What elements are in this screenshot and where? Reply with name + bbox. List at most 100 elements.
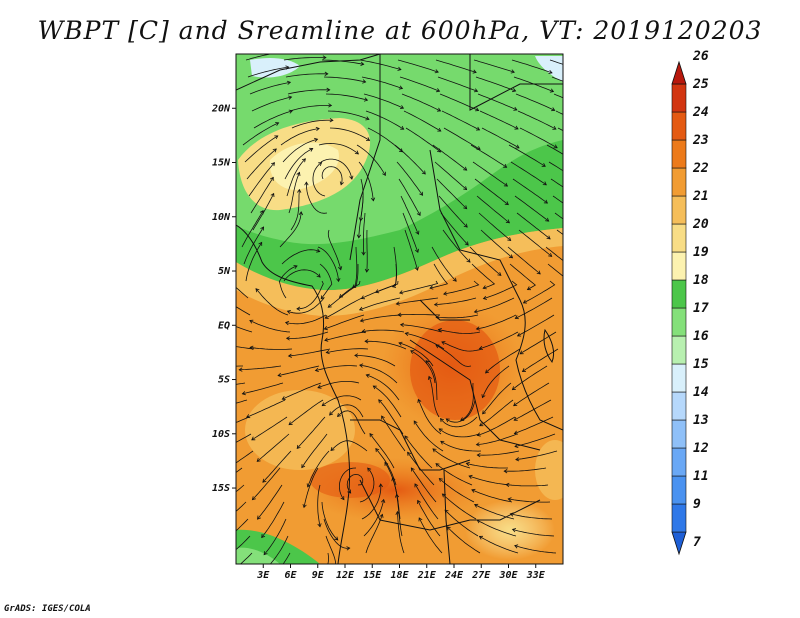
streamline <box>369 433 395 469</box>
streamline-arrow <box>365 373 370 378</box>
colorbar-swatch <box>671 139 687 169</box>
lon-tick-label: 15E <box>363 570 382 581</box>
streamline <box>397 59 439 73</box>
lon-axis: 3E 6E 9E 12E 15E 18E 21E 24E 27E 30E 33E <box>256 564 546 581</box>
colorbar-label: 7 <box>693 535 701 550</box>
streamline <box>557 127 563 132</box>
streamline-arrow <box>397 312 402 317</box>
colorbar-swatch <box>671 335 687 365</box>
colorbar-label: 9 <box>693 497 701 512</box>
streamline <box>443 280 480 295</box>
streamline <box>282 138 318 163</box>
colorbar-label: 25 <box>692 77 709 92</box>
streamline <box>289 105 332 112</box>
streamline-arrow <box>255 288 260 293</box>
streamline-arrow <box>399 290 404 295</box>
streamline-arrow <box>347 489 352 494</box>
streamline-arrow <box>504 201 509 206</box>
map-field <box>201 50 592 574</box>
streamline-arrow <box>259 210 264 215</box>
streamline <box>245 54 273 61</box>
streamline-arrow <box>284 50 287 54</box>
streamline <box>378 399 404 435</box>
streamline <box>428 376 440 418</box>
streamline <box>366 229 368 273</box>
streamline-arrow <box>414 266 419 271</box>
streamline <box>396 494 403 537</box>
streamline-arrow <box>515 457 520 462</box>
streamline <box>263 518 287 555</box>
streamline-arrow <box>201 363 204 367</box>
streamline-arrow <box>297 188 302 193</box>
streamline <box>554 212 563 220</box>
streamline <box>282 382 322 400</box>
streamline-arrow <box>435 315 440 320</box>
streamline-arrow <box>589 109 592 112</box>
streamline-arrow <box>379 513 384 518</box>
streamline-arrow <box>317 523 322 528</box>
streamline-arrow <box>463 205 468 210</box>
streamline-arrow <box>398 85 404 90</box>
streamline <box>439 478 475 503</box>
streamline <box>405 127 441 153</box>
streamline-arrow <box>476 432 481 437</box>
streamline <box>359 59 402 70</box>
streamline-arrow <box>334 536 339 541</box>
streamline <box>285 73 328 78</box>
streamline-arrow <box>436 88 441 93</box>
streamline <box>327 280 361 308</box>
streamline-arrow <box>262 478 267 483</box>
streamline-arrow <box>475 126 481 131</box>
streamline-arrow <box>482 410 487 415</box>
streamline-arrow <box>238 367 243 372</box>
streamline-arrow <box>277 372 282 378</box>
streamline <box>312 162 326 197</box>
streamline <box>301 433 328 468</box>
streamline-arrow <box>418 517 423 522</box>
streamline-arrow <box>231 265 234 268</box>
streamline-arrow <box>293 265 298 269</box>
streamline <box>278 265 298 299</box>
streamline <box>434 297 477 306</box>
chart-title: WBPT [C] and Sreamline at 600hPa, VT: 20… <box>37 16 763 45</box>
streamline-arrow <box>214 293 218 296</box>
streamline-arrow <box>395 510 400 515</box>
streamline-arrow <box>437 328 442 333</box>
streamline-arrow <box>468 474 473 479</box>
colorbar-swatch <box>671 307 687 337</box>
streamline <box>244 135 279 163</box>
streamline <box>321 395 362 407</box>
streamline-arrow <box>511 528 517 533</box>
streamline <box>517 314 555 337</box>
colorbar-label: 22 <box>692 161 709 176</box>
streamline-arrow <box>372 385 377 390</box>
streamline <box>546 144 563 155</box>
streamline <box>545 246 563 262</box>
streamline <box>509 263 536 290</box>
streamline-arrow <box>324 71 329 76</box>
streamline <box>249 320 291 333</box>
streamline <box>296 280 324 310</box>
streamline <box>236 450 254 464</box>
colorbar-label: 15 <box>693 357 709 372</box>
streamline-arrow <box>446 526 451 531</box>
streamline <box>373 385 402 418</box>
streamline-arrow <box>285 336 290 341</box>
streamline-arrow <box>475 442 480 447</box>
streamline-arrow <box>260 226 264 231</box>
streamline-arrow <box>329 571 332 574</box>
streamline-arrow <box>548 69 553 74</box>
colorbar-swatch <box>671 223 687 253</box>
streamline-arrow <box>464 241 469 246</box>
streamline-arrow <box>441 493 446 498</box>
streamline-arrow <box>515 144 520 149</box>
lat-tick-label: 15S <box>212 483 230 494</box>
streamline-arrow <box>398 341 403 346</box>
streamline <box>432 144 467 171</box>
streamline <box>479 536 519 554</box>
streamline-arrow <box>475 107 480 112</box>
streamline-arrow <box>510 69 515 74</box>
streamline-arrow <box>513 417 518 421</box>
streamline <box>407 452 435 486</box>
streamline <box>366 374 400 401</box>
